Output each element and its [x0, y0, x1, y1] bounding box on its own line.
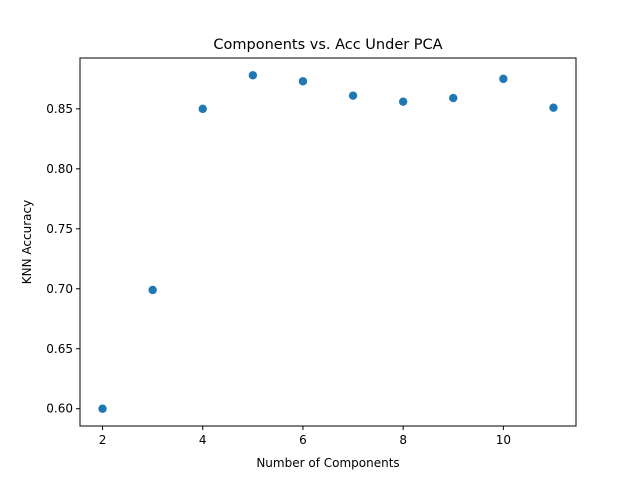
y-tick-label: 0.85 — [46, 102, 73, 116]
y-tick-label: 0.75 — [46, 222, 73, 236]
y-axis-label: KNN Accuracy — [20, 200, 34, 284]
y-tick-label: 0.60 — [46, 402, 73, 416]
data-point — [298, 77, 308, 86]
y-tick-label: 0.65 — [46, 342, 73, 356]
data-point — [549, 103, 558, 112]
chart-title: Components vs. Acc Under PCA — [213, 37, 442, 53]
data-point — [98, 404, 107, 413]
x-axis-label: Number of Components — [256, 456, 399, 470]
x-axis-ticks: 2 4 6 8 10 — [99, 426, 511, 447]
data-point — [348, 91, 358, 100]
x-tick-label: 4 — [199, 433, 207, 447]
x-tick-label: 8 — [399, 433, 407, 447]
x-tick-label: 6 — [299, 433, 307, 447]
y-tick-label: 0.80 — [46, 162, 73, 176]
data-point — [398, 97, 408, 106]
data-point — [248, 71, 258, 80]
data-point — [499, 74, 508, 84]
plot-area-frame — [79, 57, 577, 427]
points-layer — [98, 71, 558, 413]
data-point — [449, 93, 458, 103]
data-point — [198, 104, 207, 114]
data-point — [148, 285, 157, 295]
y-axis-ticks: 0.60 0.65 0.70 0.75 0.80 0.85 — [46, 102, 80, 416]
x-tick-label: 2 — [99, 433, 107, 447]
y-tick-label: 0.70 — [46, 282, 73, 296]
x-tick-label: 10 — [496, 433, 511, 447]
